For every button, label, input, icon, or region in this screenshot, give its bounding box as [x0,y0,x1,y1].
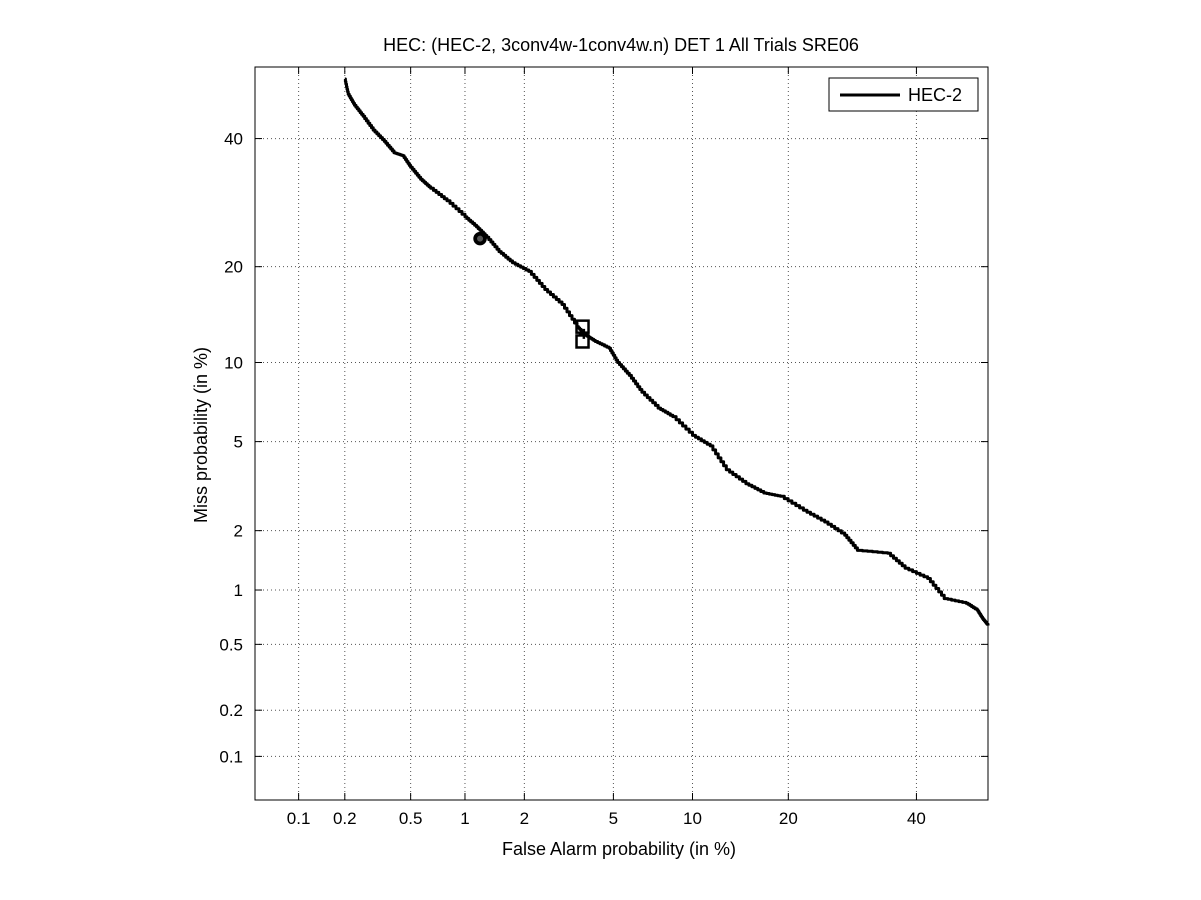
legend-box [828,77,979,112]
series-line-0 [343,77,990,626]
y-tick-label: 0.1 [219,747,243,766]
y-tick-label: 5 [234,433,243,452]
x-tick-label: 0.1 [287,809,311,828]
y-tick-label: 1 [234,581,243,600]
y-axis-ticks: 0.1 0.2 0.5 1 2 5 10 20 40 [219,130,988,766]
x-tick-label: 2 [520,809,529,828]
y-tick-label: 40 [224,130,243,149]
x-axis-ticks: 0.1 0.2 0.5 1 2 5 10 20 40 [287,67,926,828]
x-tick-label: 40 [907,809,926,828]
y-tick-label: 2 [234,522,243,541]
chart-title: HEC: (HEC-2, 3conv4w-1conv4w.n) DET 1 Al… [383,35,859,55]
grid-lines [255,67,988,800]
y-tick-label: 20 [224,258,243,277]
x-axis-title: False Alarm probability (in %) [502,839,736,859]
legend: HEC-2 [828,77,979,112]
act-dcf-square-marker [575,334,590,349]
x-tick-label: 5 [609,809,618,828]
legend-label: HEC-2 [908,85,962,105]
cross-marker [578,328,589,339]
x-tick-label: 0.2 [333,809,357,828]
markers-layer [473,231,590,349]
y-tick-label: 0.5 [219,635,243,654]
x-tick-label: 10 [683,809,702,828]
plot-frame [254,66,989,801]
y-axis-title: Miss probability (in %) [191,347,211,523]
x-tick-label: 0.5 [399,809,423,828]
y-tick-label: 0.2 [219,701,243,720]
x-tick-label: 20 [779,809,798,828]
min-dcf-circle-marker-inner [477,235,484,242]
x-tick-label: 1 [460,809,469,828]
series-layer [343,77,990,626]
y-tick-label: 10 [224,353,243,372]
act-dcf-square-marker [575,319,590,334]
